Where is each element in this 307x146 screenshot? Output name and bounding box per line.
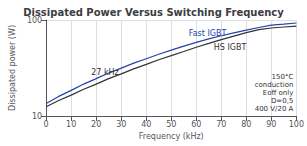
svg-text:90: 90 (266, 120, 276, 129)
svg-text:100: 100 (289, 120, 304, 129)
svg-text:50: 50 (166, 120, 176, 129)
svg-text:20: 20 (91, 120, 101, 129)
svg-text:10: 10 (66, 120, 76, 129)
svg-text:Dissipated Power Versus Switch: Dissipated Power Versus Switching Freque… (23, 7, 284, 18)
svg-text:40: 40 (141, 120, 151, 129)
svg-text:60: 60 (191, 120, 201, 129)
svg-text:30: 30 (116, 120, 126, 129)
svg-text:conduction: conduction (255, 81, 294, 89)
svg-text:Dissipated power (W): Dissipated power (W) (8, 25, 17, 111)
svg-text:0: 0 (44, 120, 49, 129)
svg-text:Eoff only: Eoff only (263, 89, 294, 97)
svg-text:Frequency (kHz): Frequency (kHz) (139, 132, 204, 141)
svg-text:10: 10 (32, 112, 42, 121)
svg-text:Fast IGBT: Fast IGBT (189, 29, 227, 38)
svg-text:D=0,5: D=0,5 (271, 97, 293, 105)
svg-text:100: 100 (26, 15, 43, 25)
svg-text:150°C: 150°C (272, 73, 294, 81)
svg-text:HS IGBT: HS IGBT (214, 43, 247, 52)
svg-text:70: 70 (216, 120, 226, 129)
svg-text:27 kHz: 27 kHz (91, 68, 119, 77)
svg-text:400 V/20 A: 400 V/20 A (255, 105, 294, 113)
svg-text:80: 80 (241, 120, 251, 129)
